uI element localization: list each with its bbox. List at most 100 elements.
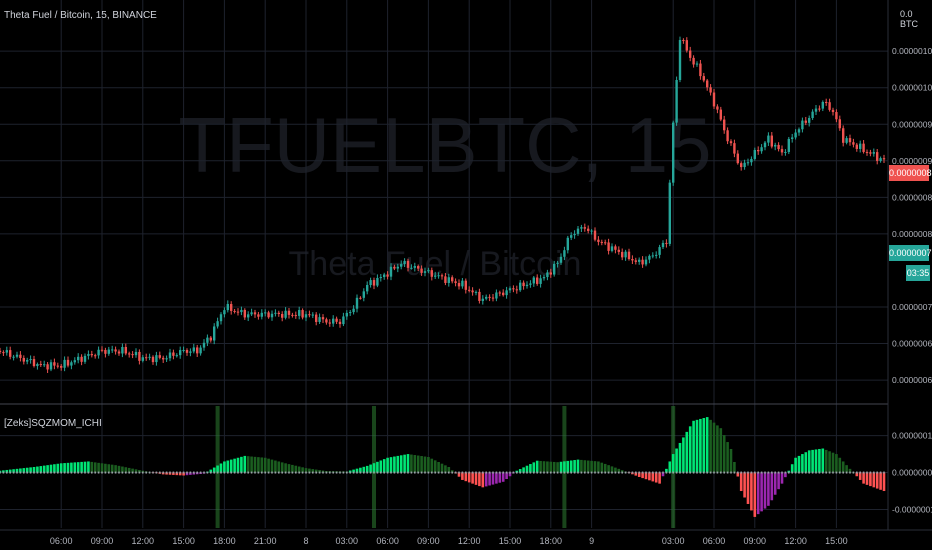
momentum-bar-226 [767, 472, 770, 506]
momentum-bar-36 [121, 466, 124, 473]
candle-body-241 [818, 108, 821, 110]
momentum-bar-13 [42, 465, 46, 473]
momentum-bar-2 [5, 469, 9, 473]
zero-dot-134 [454, 471, 457, 474]
momentum-bar-235 [797, 455, 801, 473]
zero-dot-219 [743, 471, 746, 474]
momentum-bar-37 [124, 467, 128, 473]
momentum-bar-54 [182, 472, 185, 476]
zero-dot-99 [335, 471, 338, 474]
momentum-bar-107 [362, 466, 366, 473]
zero-dot-166 [563, 471, 566, 474]
zero-dot-120 [407, 471, 409, 474]
momentum-bar-229 [777, 472, 780, 490]
momentum-bar-159 [539, 460, 542, 473]
momentum-bar-248 [841, 461, 845, 473]
zero-dot-119 [403, 471, 406, 474]
time-tick-6: 8 [303, 536, 308, 546]
candle-body-138 [468, 289, 471, 291]
candle-body-134 [454, 281, 457, 284]
candle-body-14 [46, 364, 49, 370]
momentum-bar-258 [875, 472, 879, 489]
zero-dot-55 [186, 471, 188, 474]
momentum-bar-204 [692, 420, 695, 473]
zero-dot-177 [601, 471, 603, 474]
momentum-bar-85 [287, 464, 291, 473]
zero-dot-96 [325, 471, 328, 474]
momentum-bar-116 [393, 456, 396, 473]
candle-body-176 [597, 239, 600, 242]
zero-dot-75 [254, 471, 256, 474]
momentum-bar-154 [522, 467, 525, 473]
candle-body-156 [529, 283, 532, 285]
momentum-bar-23 [76, 462, 80, 473]
momentum-bar-257 [872, 472, 876, 488]
zero-dot-254 [862, 471, 865, 474]
zero-dot-37 [125, 471, 127, 474]
candle-body-219 [743, 162, 746, 168]
time-tick-14: 03:00 [662, 536, 685, 546]
candle-body-170 [576, 228, 580, 234]
momentum-bar-34 [114, 465, 117, 473]
candle-body-164 [556, 262, 559, 264]
zero-dot-1 [2, 471, 5, 474]
momentum-bar-170 [576, 459, 580, 473]
zero-dot-165 [560, 471, 562, 474]
candle-body-208 [706, 80, 709, 88]
symbol-title[interactable]: Theta Fuel / Bitcoin, 15, BINANCE [4, 10, 157, 21]
candle-body-135 [457, 283, 461, 287]
zero-dot-77 [261, 471, 263, 474]
zero-dot-67 [227, 471, 229, 474]
momentum-bar-197 [668, 461, 672, 473]
candle-body-221 [750, 158, 753, 163]
candle-body-55 [185, 349, 189, 353]
momentum-bar-32 [107, 464, 111, 473]
candle-body-178 [604, 242, 607, 244]
zero-dot-253 [859, 471, 861, 474]
zero-dot-207 [703, 471, 705, 474]
zero-dot-135 [458, 471, 460, 474]
candle-body-46 [155, 355, 158, 363]
zero-dot-54 [182, 471, 185, 474]
momentum-bar-49 [165, 472, 168, 475]
candle-body-181 [614, 246, 617, 250]
zero-dot-156 [529, 471, 532, 474]
candle-body-118 [400, 264, 403, 267]
zero-dot-81 [274, 471, 277, 474]
zero-dot-91 [308, 471, 311, 474]
zero-dot-214 [726, 471, 729, 474]
zero-dot-92 [312, 471, 314, 474]
candle-body-90 [304, 314, 308, 318]
time-axis[interactable]: 06:00 09:00 12:00 15:00 18:00 21:00 8 03:00 06:0… [50, 536, 848, 546]
zero-dot-28 [94, 471, 96, 474]
candle-body-258 [876, 152, 879, 161]
momentum-bar-74 [250, 456, 253, 473]
zero-dot-189 [641, 471, 644, 474]
momentum-bar-119 [403, 454, 406, 473]
candle-body-99 [335, 318, 338, 322]
indicator-title[interactable]: [Zeks]SQZMOM_ICHI [4, 418, 102, 429]
candle-body-115 [389, 266, 393, 277]
zero-dot-203 [689, 471, 691, 474]
candle-body-96 [325, 319, 328, 323]
zero-dot-133 [451, 471, 453, 474]
momentum-bar-41 [138, 470, 141, 473]
candle-body-78 [264, 312, 267, 314]
momentum-bar-158 [535, 460, 539, 473]
zero-dot-250 [849, 471, 851, 474]
zero-dot-198 [672, 471, 674, 474]
momentum-bar-12 [39, 466, 43, 473]
candle-body-63 [213, 326, 216, 341]
zero-dot-208 [706, 471, 708, 474]
zero-dot-258 [876, 471, 878, 474]
momentum-bar-135 [457, 472, 461, 477]
momentum-bar-131 [444, 465, 447, 473]
momentum-bar-182 [617, 468, 621, 473]
momentum-bar-133 [450, 470, 454, 473]
candle-body-58 [196, 347, 199, 354]
candle-body-144 [488, 296, 491, 298]
momentum-bar-132 [447, 467, 451, 473]
